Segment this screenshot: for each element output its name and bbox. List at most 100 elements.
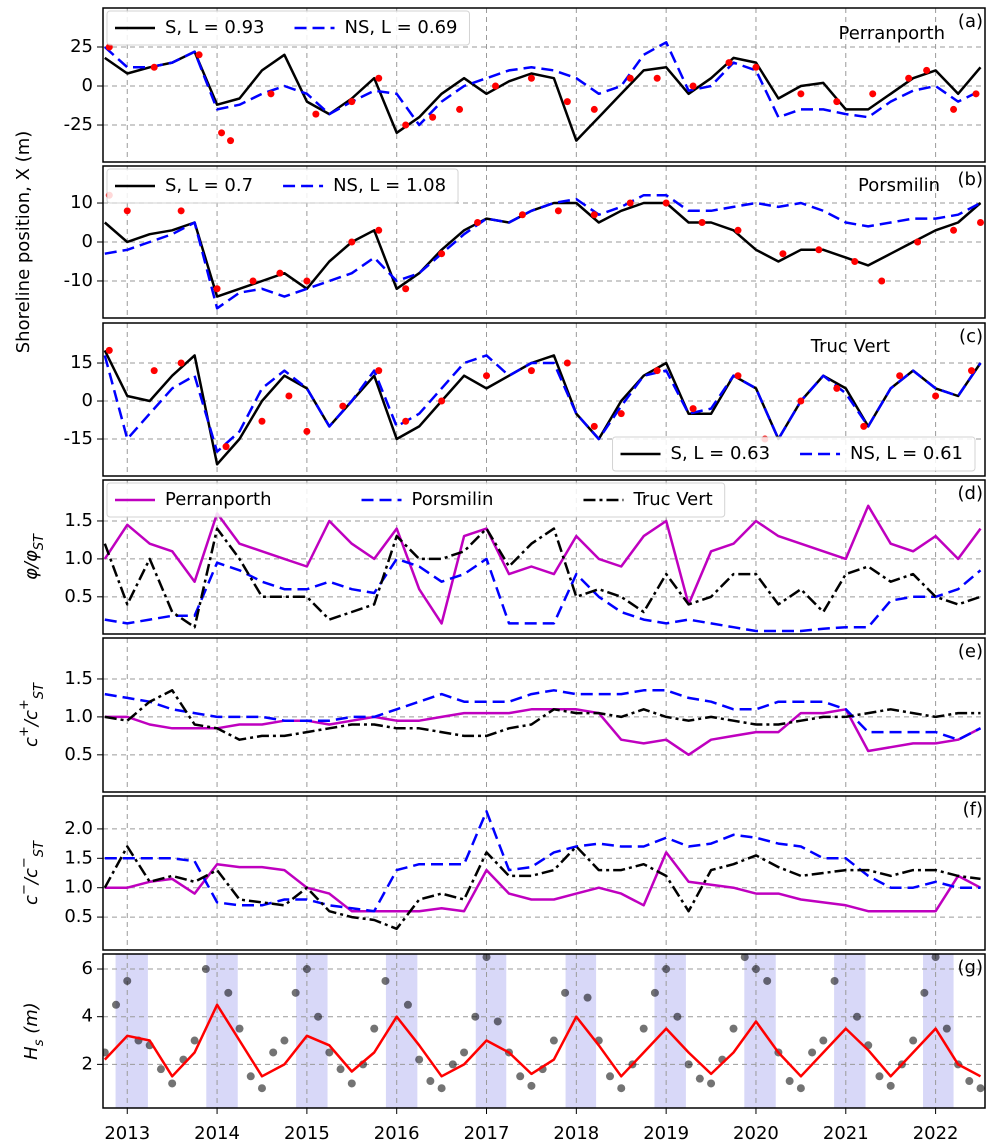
observation — [375, 367, 383, 375]
y-tick-label: 1.5 — [64, 668, 93, 689]
observation — [474, 219, 482, 227]
series-line — [104, 193, 982, 310]
observation — [491, 82, 499, 90]
x-tick-label: 2020 — [733, 1123, 779, 1144]
hs-point — [269, 1048, 278, 1057]
hs-point — [875, 1072, 884, 1081]
observation — [483, 372, 491, 380]
hs-point — [639, 1024, 648, 1033]
hs-point — [808, 1048, 817, 1057]
hs-point — [606, 1072, 615, 1081]
y-axis-label-part: − — [17, 884, 32, 895]
observation — [222, 443, 230, 451]
observation — [303, 277, 311, 285]
observation — [860, 422, 868, 430]
y-tick-label: 6 — [82, 958, 93, 979]
series-line — [104, 557, 982, 633]
series-line — [103, 845, 981, 931]
observation — [833, 98, 841, 106]
observation — [950, 105, 958, 113]
y-tick-label: 0.5 — [64, 744, 93, 765]
hs-point — [482, 954, 491, 962]
legend-label: S, L = 0.63 — [671, 443, 771, 464]
observation — [833, 384, 841, 392]
y-tick-label: 1.0 — [64, 877, 93, 898]
y-axis-label-part: ST — [32, 682, 47, 699]
panel — [103, 8, 985, 162]
observation — [195, 51, 203, 59]
observation — [653, 367, 661, 375]
panel — [103, 638, 985, 792]
y-axis-label: φ/φST — [21, 533, 47, 580]
panel-label: (c) — [959, 326, 983, 347]
y-tick-label: 0 — [82, 75, 93, 96]
hs-point — [190, 1036, 199, 1045]
hs-point — [763, 976, 772, 985]
legend-label: NS, L = 0.61 — [850, 443, 963, 464]
panel-label: (d) — [958, 483, 983, 504]
y-axis-label-part: s — [32, 1039, 47, 1046]
series-line — [103, 201, 982, 298]
series-line — [104, 50, 982, 142]
hs-point — [695, 1074, 704, 1083]
legend-label: Truc Vert — [632, 489, 712, 510]
observation — [249, 277, 257, 285]
hs-point — [549, 1036, 558, 1045]
hs-point — [909, 1036, 918, 1045]
observation — [923, 66, 931, 74]
y-axis-label-part: ST — [32, 533, 47, 550]
hs-point — [437, 1084, 446, 1093]
observation — [402, 285, 410, 293]
hs-point — [617, 1084, 626, 1093]
observation — [590, 422, 598, 430]
observation — [554, 207, 562, 215]
y-axis-label-part: + — [17, 726, 32, 737]
hs-point — [415, 1055, 424, 1064]
observation — [968, 367, 976, 375]
observation — [312, 110, 320, 118]
hs-point — [156, 1065, 165, 1074]
observation — [563, 98, 571, 106]
y-axis-label: Hs (m) — [21, 1002, 47, 1060]
observation — [105, 346, 113, 354]
hs-point — [103, 1048, 109, 1057]
hs-point — [224, 988, 233, 997]
observation — [227, 137, 235, 145]
legend: S, L = 0.7 NS, L = 1.08 — [106, 168, 459, 204]
axes-frame — [102, 322, 986, 477]
x-tick-label: 2014 — [194, 1123, 240, 1144]
hs-point — [347, 1079, 356, 1088]
y-axis-label-part: − — [17, 857, 32, 868]
y-axis-label-part: c — [21, 895, 42, 905]
x-tick-label: 2013 — [104, 1123, 150, 1144]
observation — [402, 121, 410, 129]
observation — [375, 226, 383, 234]
series-line — [104, 708, 982, 757]
observation — [527, 367, 535, 375]
y-axis-label-part: c — [21, 737, 42, 747]
hs-point — [561, 988, 570, 997]
y-tick-label: 1.5 — [64, 510, 93, 531]
hs-point — [381, 976, 390, 985]
observation — [734, 372, 742, 380]
y-tick-label: 0 — [82, 231, 93, 252]
y-tick-label: 0.5 — [64, 906, 93, 927]
series-line — [103, 1003, 982, 1078]
y-tick-label: 10 — [70, 192, 93, 213]
axes-frame — [102, 7, 986, 163]
observation — [590, 211, 598, 219]
observation — [218, 129, 226, 137]
observation — [438, 397, 446, 405]
y-axis-label-part: (m) — [21, 1002, 42, 1039]
legend-label: Porsmilin — [412, 489, 494, 510]
observation — [429, 113, 437, 121]
y-axis-label: c+/c+ST — [17, 682, 47, 747]
observation — [896, 372, 904, 380]
y-tick-label: -15 — [64, 428, 93, 449]
shaded-region — [115, 954, 148, 1108]
legend: S, L = 0.63 NS, L = 0.61 — [612, 436, 976, 472]
hs-point — [684, 1060, 693, 1069]
legend: S, L = 0.93 NS, L = 0.69 — [106, 10, 470, 46]
legend-box — [106, 168, 459, 204]
